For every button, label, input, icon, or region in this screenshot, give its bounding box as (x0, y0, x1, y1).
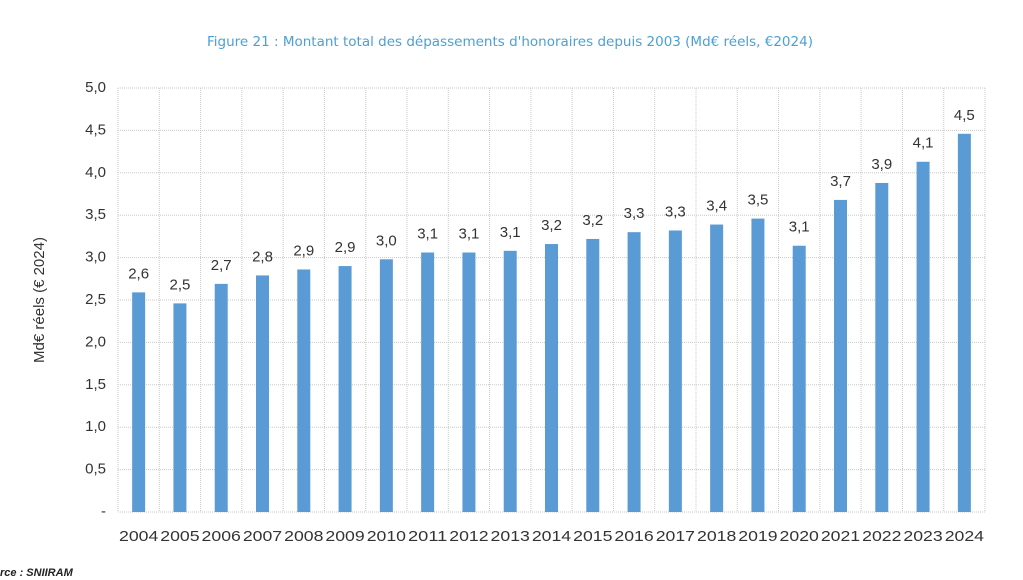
y-tick-label: 2,0 (85, 333, 106, 350)
bar (132, 292, 146, 512)
data-label: 3,4 (706, 197, 727, 214)
data-label: 4,1 (913, 135, 934, 152)
data-label: 4,5 (954, 107, 975, 124)
x-tick-label: 2014 (532, 528, 571, 545)
x-tick-label: 2019 (738, 528, 777, 545)
x-tick-label: 2021 (821, 528, 860, 545)
data-label: 3,9 (871, 156, 892, 173)
bar (256, 275, 269, 512)
x-tick-label: 2020 (780, 528, 819, 545)
data-label: 2,9 (293, 242, 314, 259)
x-tick-label: 2010 (367, 528, 406, 545)
x-tick-label: 2005 (160, 528, 199, 545)
bar (421, 252, 435, 512)
bar (957, 133, 971, 513)
chart-title: Figure 21 : Montant total des dépassemen… (207, 34, 813, 50)
y-tick-label: 4,0 (85, 164, 106, 181)
data-label: 2,8 (252, 248, 273, 265)
bar (792, 245, 806, 512)
y-tick-label: 3,0 (85, 249, 106, 266)
x-tick-label: 2017 (656, 528, 695, 545)
x-tick-label: 2008 (284, 528, 323, 545)
data-label: 3,0 (376, 232, 397, 249)
bar (875, 182, 889, 512)
x-tick-label: 2012 (449, 528, 488, 545)
bar (214, 283, 228, 512)
y-tick-label: 1,0 (85, 418, 106, 435)
bar (710, 224, 724, 512)
bar (379, 259, 393, 512)
x-tick-label: 2018 (697, 528, 736, 545)
data-label: 3,2 (582, 212, 603, 229)
x-tick-label: 2022 (862, 528, 901, 545)
data-label: 3,1 (458, 225, 479, 242)
bar (545, 244, 558, 513)
y-axis-label: Md€ réels (€ 2024) (31, 237, 48, 363)
bar (834, 199, 847, 512)
x-tick-label: 2004 (119, 528, 158, 545)
data-label: 2,6 (128, 265, 149, 282)
x-tick-label: 2024 (945, 528, 984, 545)
bar (338, 266, 352, 512)
data-label: 2,7 (211, 257, 232, 274)
bar (462, 252, 476, 512)
data-label: 3,1 (417, 225, 438, 242)
bar (173, 303, 187, 512)
data-label: 3,3 (624, 205, 645, 222)
y-tick-label: 5,0 (85, 79, 106, 96)
data-label: 3,3 (665, 203, 686, 220)
bar (627, 232, 641, 512)
x-tick-label: 2006 (202, 528, 241, 545)
y-tick-label: 0,5 (85, 461, 106, 478)
x-tick-label: 2007 (243, 528, 282, 545)
y-tick-label: 1,5 (85, 376, 106, 393)
y-tick-label: 2,5 (85, 291, 106, 308)
source: rce : SNIIRAM (0, 567, 74, 579)
x-tick-label: 2015 (573, 528, 612, 545)
x-tick-label: 2016 (614, 528, 653, 545)
x-tick-label: 2009 (325, 528, 364, 545)
bar (668, 230, 682, 513)
y-tick-label: 3,5 (85, 206, 106, 223)
y-tick-label: 4,5 (85, 121, 106, 138)
y-tick-label: - (101, 503, 106, 520)
data-label: 3,1 (789, 219, 810, 236)
x-tick-label: 2011 (408, 528, 447, 545)
bar (586, 238, 600, 512)
x-tick-label: 2023 (903, 528, 942, 545)
data-label: 3,5 (747, 192, 768, 209)
bar (297, 269, 311, 512)
data-label: 3,7 (830, 173, 851, 190)
data-label: 2,9 (335, 239, 356, 256)
bar (916, 161, 930, 512)
bar (751, 218, 765, 513)
x-tick-label: 2013 (491, 528, 530, 545)
data-label: 3,1 (500, 224, 521, 241)
data-label: 2,5 (169, 276, 190, 293)
data-label: 3,2 (541, 217, 562, 234)
bar (503, 250, 517, 513)
